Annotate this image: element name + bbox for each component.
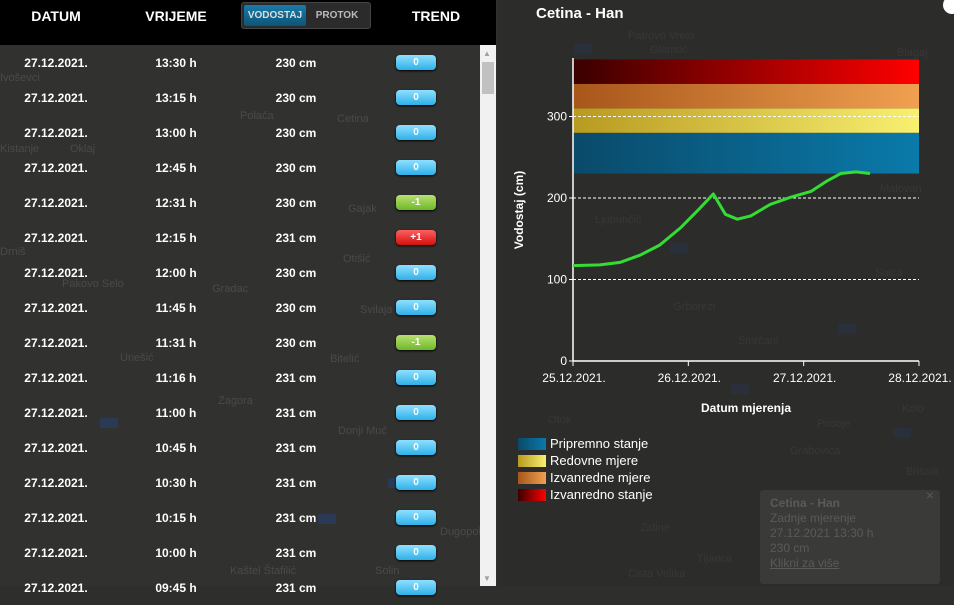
legend-swatch — [518, 472, 546, 484]
legend-label: Izvanredne mjere — [550, 470, 650, 485]
legend-item[interactable]: Izvanredne mjere — [518, 469, 653, 486]
y-axis-label: Vodostaj (cm) — [512, 171, 526, 249]
legend-swatch — [518, 455, 546, 467]
legend-swatch — [518, 438, 546, 450]
x-tick-label: 25.12.2021. — [542, 371, 605, 385]
water-level-chart: 0 100 200 300 25.12.2021. 26.12.2021. 27.12.20… — [0, 0, 954, 586]
band-pripremno-stanje — [573, 133, 919, 174]
y-tick-label: 300 — [547, 110, 567, 124]
x-tick-label: 28.12.2021. — [888, 371, 951, 385]
legend-swatch — [518, 489, 546, 501]
band-izvanredno-stanje — [573, 59, 919, 83]
y-tick-label: 0 — [560, 354, 567, 368]
x-tick-label: 27.12.2021. — [773, 371, 836, 385]
legend-item[interactable]: Izvanredno stanje — [518, 486, 653, 503]
legend-label: Pripremno stanje — [550, 436, 648, 451]
y-tick-label: 200 — [547, 191, 567, 205]
band-izvanredne-mjere — [573, 84, 919, 108]
legend-item[interactable]: Redovne mjere — [518, 452, 653, 469]
x-axis-label: Datum mjerenja — [701, 401, 791, 415]
legend-item[interactable]: Pripremno stanje — [518, 435, 653, 452]
legend-label: Redovne mjere — [550, 453, 638, 468]
band-redovne-mjere — [573, 108, 919, 132]
legend-label: Izvanredno stanje — [550, 487, 653, 502]
chart-legend: Pripremno stanje Redovne mjere Izvanredne … — [518, 435, 653, 503]
x-tick-label: 26.12.2021. — [658, 371, 721, 385]
y-tick-label: 100 — [547, 273, 567, 287]
series-line — [573, 172, 870, 266]
